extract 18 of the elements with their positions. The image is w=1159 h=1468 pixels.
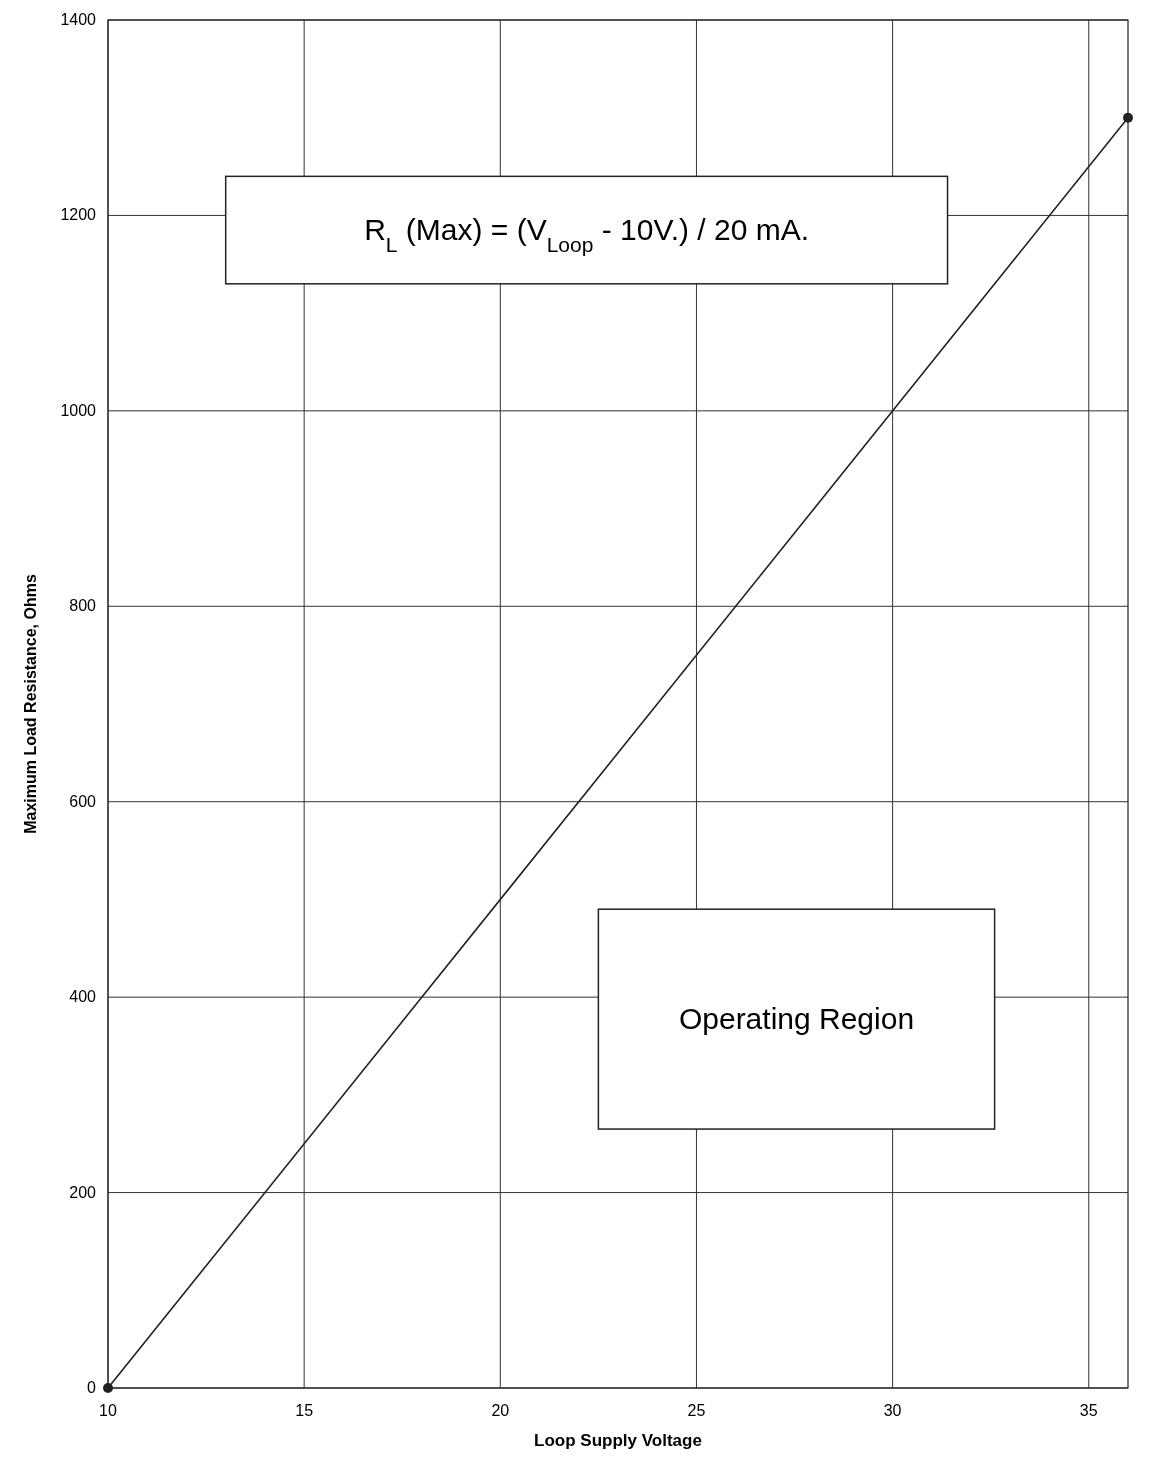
annotation: Operating Region	[678, 1002, 915, 1036]
y-tick-label: 1200	[60, 206, 97, 224]
y-tick-label: 1400	[60, 11, 97, 28]
x-tick-label: 15	[295, 1402, 314, 1419]
y-tick-label: 800	[69, 597, 97, 615]
x-tick-label: 10	[99, 1402, 117, 1419]
y-tick-label: 1000	[60, 401, 97, 419]
annotation: R$_{L}$ (Max) = (V$_{Loop}$ - 10V.) / 20 mA.	[364, 213, 810, 256]
x-tick-label: 30	[883, 1402, 902, 1419]
x-tick-label: 25	[687, 1402, 706, 1419]
y-tick-label: 200	[69, 1183, 97, 1201]
y-tick-label: 0	[87, 1379, 97, 1396]
y-axis-title: Maximum Load Resistance, Ohms	[22, 574, 39, 834]
y-tick-label: 400	[69, 988, 97, 1006]
x-axis-title: Loop Supply Voltage	[534, 1431, 702, 1450]
x-tick-label: 35	[1079, 1402, 1098, 1419]
y-tick-label: 600	[69, 792, 97, 810]
x-tick-label: 20	[491, 1402, 510, 1419]
